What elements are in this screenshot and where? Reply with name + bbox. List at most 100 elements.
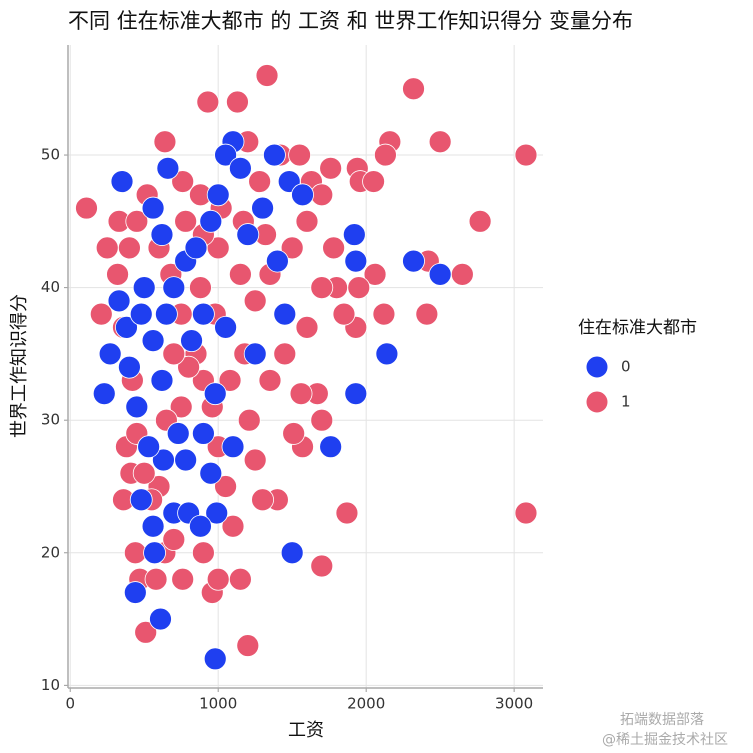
point <box>228 567 252 591</box>
point <box>319 435 343 459</box>
point <box>402 77 425 101</box>
point <box>228 262 252 286</box>
point <box>214 475 237 498</box>
x-tick-label: 2000 <box>347 695 385 713</box>
point <box>263 143 286 167</box>
point <box>236 634 260 657</box>
point <box>428 262 452 286</box>
point <box>75 196 98 220</box>
x-axis-title: 工资 <box>288 720 324 741</box>
point <box>125 209 149 233</box>
point <box>125 395 149 419</box>
point <box>180 329 203 353</box>
watermark: 拓端数据部落 <box>620 712 704 728</box>
y-tick-label: 20 <box>41 543 60 561</box>
point <box>106 262 129 286</box>
point <box>196 90 220 114</box>
point <box>89 302 113 326</box>
point <box>92 382 116 406</box>
chart-title: 不同 住在标准大都市 的 工资 和 世界工作知识得分 变量分布 <box>68 9 633 33</box>
x-tick-label: 0 <box>65 695 75 713</box>
y-tick-label: 10 <box>41 676 60 694</box>
point <box>129 302 153 326</box>
point <box>335 501 359 525</box>
point <box>273 302 297 326</box>
point <box>143 541 166 565</box>
point <box>280 541 304 565</box>
legend-title: 住在标准大都市 <box>578 318 697 338</box>
point <box>363 262 387 286</box>
point <box>107 289 131 313</box>
point <box>221 435 245 459</box>
point <box>237 408 261 432</box>
point <box>291 183 314 207</box>
point <box>144 567 168 591</box>
point <box>288 143 311 167</box>
point <box>169 395 193 419</box>
point <box>174 448 198 472</box>
point <box>265 249 289 273</box>
point <box>177 355 200 379</box>
x-tick-label: 3000 <box>495 695 533 713</box>
point <box>289 382 313 406</box>
point <box>162 342 186 366</box>
point <box>347 276 371 300</box>
point <box>137 435 161 459</box>
point <box>319 156 343 180</box>
point <box>514 501 538 525</box>
legend-label: 1 <box>621 393 631 411</box>
point <box>226 90 249 114</box>
y-tick-label: 40 <box>41 278 60 296</box>
point <box>199 209 223 233</box>
point <box>251 488 274 512</box>
point <box>344 382 368 406</box>
point <box>141 514 165 538</box>
point <box>149 607 172 631</box>
point <box>280 236 304 260</box>
point <box>150 223 174 246</box>
point <box>203 647 227 671</box>
point <box>372 302 396 326</box>
point <box>236 223 260 246</box>
point <box>295 315 319 339</box>
point <box>255 64 279 87</box>
point <box>375 342 399 366</box>
point <box>415 302 439 326</box>
point <box>310 554 334 578</box>
point <box>243 289 267 313</box>
point <box>273 342 297 366</box>
point <box>118 355 141 379</box>
point <box>402 249 425 273</box>
point <box>162 276 186 300</box>
point <box>295 209 319 233</box>
point <box>243 448 267 472</box>
point <box>214 315 237 339</box>
point <box>221 514 245 538</box>
point <box>251 196 274 220</box>
legend-marker <box>585 355 609 379</box>
point <box>332 302 356 326</box>
point <box>166 422 190 445</box>
point <box>174 209 198 233</box>
point <box>310 408 334 432</box>
point <box>310 276 334 300</box>
legend-label: 0 <box>621 358 631 376</box>
point <box>171 567 195 591</box>
point <box>189 276 212 300</box>
point <box>123 541 147 565</box>
point <box>206 183 230 207</box>
point <box>243 342 267 366</box>
point <box>150 369 174 392</box>
point <box>258 369 282 392</box>
point <box>344 249 368 273</box>
point <box>310 183 334 207</box>
point <box>153 130 177 154</box>
point <box>152 448 175 472</box>
point <box>214 143 237 167</box>
legend-marker <box>585 390 609 414</box>
y-axis-title: 世界工作知识得分 <box>9 294 30 438</box>
point <box>282 422 306 445</box>
point <box>118 236 141 260</box>
point <box>115 315 138 339</box>
